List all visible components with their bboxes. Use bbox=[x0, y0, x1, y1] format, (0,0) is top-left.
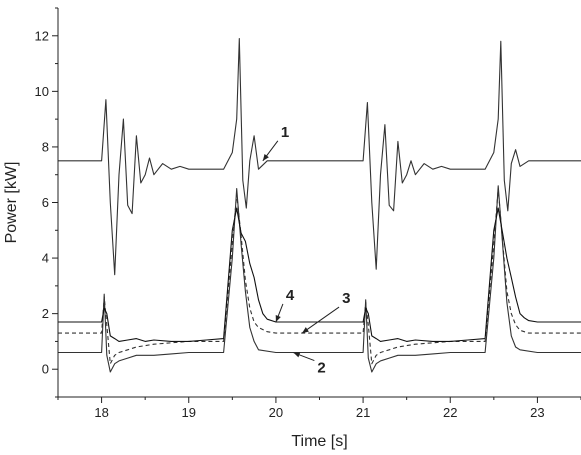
annotation-arrowhead bbox=[262, 154, 269, 161]
annotation-arrow bbox=[301, 306, 340, 334]
x-axis-title: Time [s] bbox=[291, 433, 347, 450]
x-ticks: 18 19 20 21 22 23 bbox=[57, 397, 581, 420]
y-tick-label: 0 bbox=[42, 362, 49, 377]
series-1-line bbox=[58, 38, 581, 276]
annotation-arrowhead bbox=[275, 314, 281, 322]
plot-area: 1 2 3 4 bbox=[58, 38, 581, 377]
x-tick-label: 18 bbox=[94, 405, 108, 420]
y-tick-label: 2 bbox=[42, 306, 49, 321]
x-tick-label: 19 bbox=[182, 405, 196, 420]
y-tick-label: 12 bbox=[35, 28, 49, 43]
series-2-label: 2 bbox=[317, 360, 325, 377]
series-2-line bbox=[58, 185, 581, 373]
series-3-label: 3 bbox=[342, 290, 350, 307]
series-4-line bbox=[58, 207, 581, 342]
series-3-line bbox=[58, 188, 581, 365]
annotation-arrowhead bbox=[302, 327, 309, 334]
annotation-layer: 1 2 3 4 bbox=[262, 124, 350, 377]
x-tick-label: 21 bbox=[356, 405, 370, 420]
y-axis-title: Power [kW] bbox=[3, 162, 20, 244]
x-tick-label: 23 bbox=[530, 405, 544, 420]
y-tick-label: 4 bbox=[42, 251, 49, 266]
y-tick-label: 6 bbox=[42, 195, 49, 210]
x-tick-label: 20 bbox=[269, 405, 283, 420]
series-1-label: 1 bbox=[281, 124, 289, 141]
y-ticks: 0 2 4 6 8 10 12 bbox=[35, 7, 58, 398]
series-layer bbox=[58, 38, 581, 373]
x-tick-label: 22 bbox=[443, 405, 457, 420]
annotation-arrowhead bbox=[293, 352, 301, 358]
y-tick-label: 8 bbox=[42, 139, 49, 154]
series-4-label: 4 bbox=[286, 287, 295, 304]
y-tick-label: 10 bbox=[35, 84, 49, 99]
